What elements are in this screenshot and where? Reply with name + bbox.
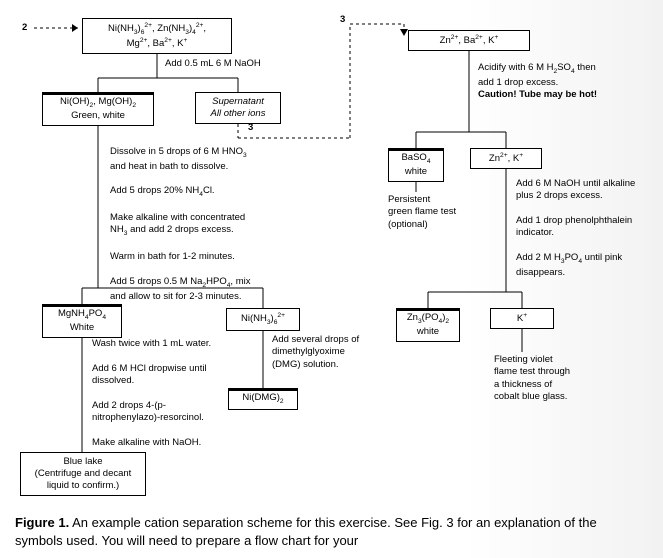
node-kplus: K+	[490, 308, 554, 329]
node-mgnh4po4: MgNH4PO4White	[42, 304, 122, 338]
ref-3-top: 3	[340, 14, 345, 26]
node-baso4: BaSO4white	[388, 148, 444, 182]
node-nidmg: Ni(DMG)2	[228, 388, 298, 410]
label-fleeting: Fleeting violetflame test througha thick…	[494, 354, 604, 403]
node-zn-k: Zn2+, K+	[470, 148, 542, 169]
label-dmg: Add several drops ofdimethylglyoxime(DMG…	[272, 334, 382, 371]
label-wash-block: Wash twice with 1 mL water.Add 6 M HCl d…	[92, 338, 232, 449]
node-supernatant: SupernatantAll other ions	[195, 92, 281, 124]
node-nioh-mgoh: Ni(OH)2, Mg(OH)2Green, white	[42, 92, 154, 126]
node-top-right: Zn2+, Ba2+, K+	[408, 30, 530, 51]
figure-caption: Figure 1. An example cation separation s…	[15, 514, 645, 550]
label-persistent: Persistentgreen flame test(optional)	[388, 194, 456, 231]
label-naoh: Add 0.5 mL 6 M NaOH	[165, 58, 261, 70]
ref-3-left: 3	[248, 122, 253, 134]
node-top-left: Ni(NH3)62+, Zn(NH3)42+,Mg2+, Ba2+, K+	[82, 18, 232, 54]
node-ninh3: Ni(NH3)62+	[226, 308, 300, 331]
label-dissolve-block: Dissolve in 5 drops of 6 M HNO3and heat …	[110, 146, 280, 303]
ref-2: 2	[22, 22, 27, 34]
label-naoh-alkaline: Add 6 M NaOH until alkalineplus 2 drops …	[516, 178, 656, 279]
node-bluelake: Blue lake(Centrifuge and decantliquid to…	[20, 452, 146, 496]
label-acidify: Acidify with 6 M H2SO4 thenadd 1 drop ex…	[478, 62, 597, 101]
node-zn3po4: Zn3(PO4)2white	[396, 308, 460, 342]
